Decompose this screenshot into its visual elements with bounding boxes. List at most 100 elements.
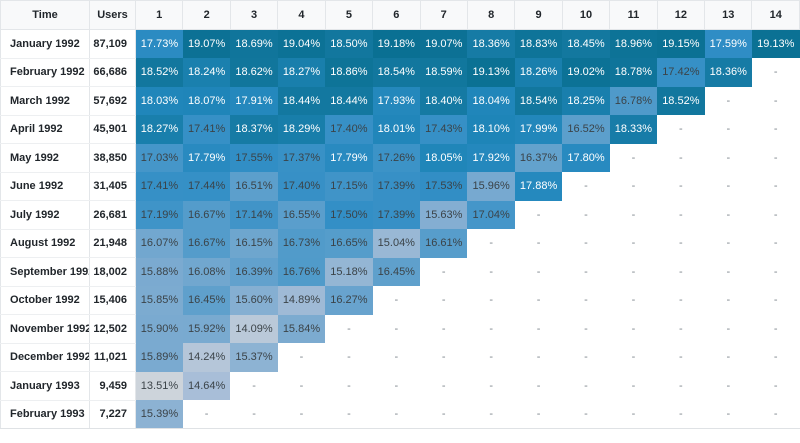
retention-cell: 17.55% (230, 143, 278, 172)
empty-cell: - (277, 400, 326, 429)
users-count: 11,021 (89, 342, 136, 372)
users-count: 45,901 (89, 114, 136, 144)
retention-cell: 17.73% (135, 29, 183, 58)
users-count: 31,405 (89, 171, 136, 201)
empty-cell: - (657, 229, 705, 258)
retention-cell: 19.02% (562, 58, 610, 87)
month-label: October 1992 (0, 285, 90, 315)
retention-cell: 15.96% (467, 172, 515, 201)
retention-cell: 17.39% (372, 172, 421, 201)
empty-cell: - (751, 172, 800, 201)
retention-cell: 19.07% (182, 29, 231, 58)
empty-cell: - (325, 371, 373, 400)
empty-cell: - (467, 371, 515, 400)
empty-cell: - (467, 400, 515, 429)
month-label: September 1992 (0, 257, 90, 287)
users-count: 15,406 (89, 285, 136, 315)
retention-cell: 18.62% (230, 58, 278, 87)
retention-cell: 15.04% (372, 229, 421, 258)
cohort-retention-table: Time Users 1 2 3 4 5 6 7 8 9 10 11 12 13 14 January 199… (0, 0, 800, 429)
column-header-period-11: 11 (609, 0, 658, 30)
empty-cell: - (704, 229, 752, 258)
retention-cell: 17.41% (135, 172, 183, 201)
empty-cell: - (751, 257, 800, 286)
retention-cell: 19.07% (420, 29, 468, 58)
month-label: January 1992 (0, 29, 90, 59)
retention-cell: 18.44% (325, 86, 373, 115)
empty-cell: - (514, 371, 563, 400)
empty-cell: - (751, 229, 800, 258)
empty-cell: - (420, 371, 468, 400)
empty-cell: - (562, 314, 610, 343)
retention-cell: 15.63% (420, 200, 468, 229)
retention-cell: 18.45% (562, 29, 610, 58)
empty-cell: - (277, 343, 326, 372)
empty-cell: - (657, 257, 705, 286)
retention-cell: 16.65% (325, 229, 373, 258)
retention-cell: 17.93% (372, 86, 421, 115)
retention-cell: 17.92% (467, 143, 515, 172)
empty-cell: - (420, 314, 468, 343)
retention-cell: 18.01% (372, 115, 421, 144)
retention-cell: 17.37% (277, 143, 326, 172)
retention-cell: 17.42% (657, 58, 705, 87)
retention-cell: 16.67% (182, 229, 231, 258)
retention-cell: 18.96% (609, 29, 658, 58)
empty-cell: - (704, 314, 752, 343)
retention-cell: 15.89% (135, 343, 183, 372)
users-count: 38,850 (89, 143, 136, 173)
empty-cell: - (420, 343, 468, 372)
retention-cell: 18.07% (182, 86, 231, 115)
cohort-row: December 1992 11,021 15.89% 14.24% 15.37% - - -… (0, 342, 800, 372)
retention-cell: 17.19% (135, 200, 183, 229)
retention-cell: 15.90% (135, 314, 183, 343)
cohort-row: October 1992 15,406 15.85% 16.45% 15.60% 14.8… (0, 285, 800, 315)
retention-cell: 17.79% (182, 143, 231, 172)
empty-cell: - (562, 343, 610, 372)
retention-cell: 14.64% (182, 371, 231, 400)
column-header-period-7: 7 (419, 0, 468, 30)
empty-cell: - (467, 343, 515, 372)
retention-cell: 19.04% (277, 29, 326, 58)
retention-cell: 17.26% (372, 143, 421, 172)
empty-cell: - (609, 286, 658, 315)
empty-cell: - (609, 200, 658, 229)
retention-cell: 16.61% (420, 229, 468, 258)
retention-cell: 17.99% (514, 115, 563, 144)
empty-cell: - (514, 229, 563, 258)
column-header-period-13: 13 (704, 0, 753, 30)
empty-cell: - (609, 143, 658, 172)
retention-cell: 18.04% (467, 86, 515, 115)
retention-cell: 13.51% (135, 371, 183, 400)
retention-cell: 17.44% (182, 172, 231, 201)
empty-cell: - (562, 172, 610, 201)
empty-cell: - (514, 286, 563, 315)
empty-cell: - (609, 257, 658, 286)
empty-cell: - (609, 343, 658, 372)
retention-cell: 16.27% (325, 286, 373, 315)
column-header-period-4: 4 (277, 0, 326, 30)
retention-cell: 16.45% (372, 257, 421, 286)
empty-cell: - (704, 371, 752, 400)
empty-cell: - (420, 257, 468, 286)
empty-cell: - (467, 314, 515, 343)
empty-cell: - (467, 286, 515, 315)
cohort-row: May 1992 38,850 17.03% 17.79% 17.55% 17.37% 17… (0, 143, 800, 173)
empty-cell: - (230, 400, 278, 429)
cohort-row: January 1993 9,459 13.51% 14.64% - - - - - - - - - - -… (0, 371, 800, 401)
empty-cell: - (325, 400, 373, 429)
empty-cell: - (562, 229, 610, 258)
empty-cell: - (609, 400, 658, 429)
retention-cell: 17.79% (325, 143, 373, 172)
retention-cell: 18.78% (609, 58, 658, 87)
users-count: 7,227 (89, 399, 136, 429)
retention-cell: 14.89% (277, 286, 326, 315)
empty-cell: - (562, 200, 610, 229)
cohort-row: June 1992 31,405 17.41% 17.44% 16.51% 17.40% 1… (0, 171, 800, 201)
empty-cell: - (751, 286, 800, 315)
retention-cell: 18.03% (135, 86, 183, 115)
month-label: February 1992 (0, 57, 90, 87)
retention-cell: 18.33% (609, 115, 658, 144)
empty-cell: - (704, 257, 752, 286)
column-header-time: Time (0, 0, 90, 30)
